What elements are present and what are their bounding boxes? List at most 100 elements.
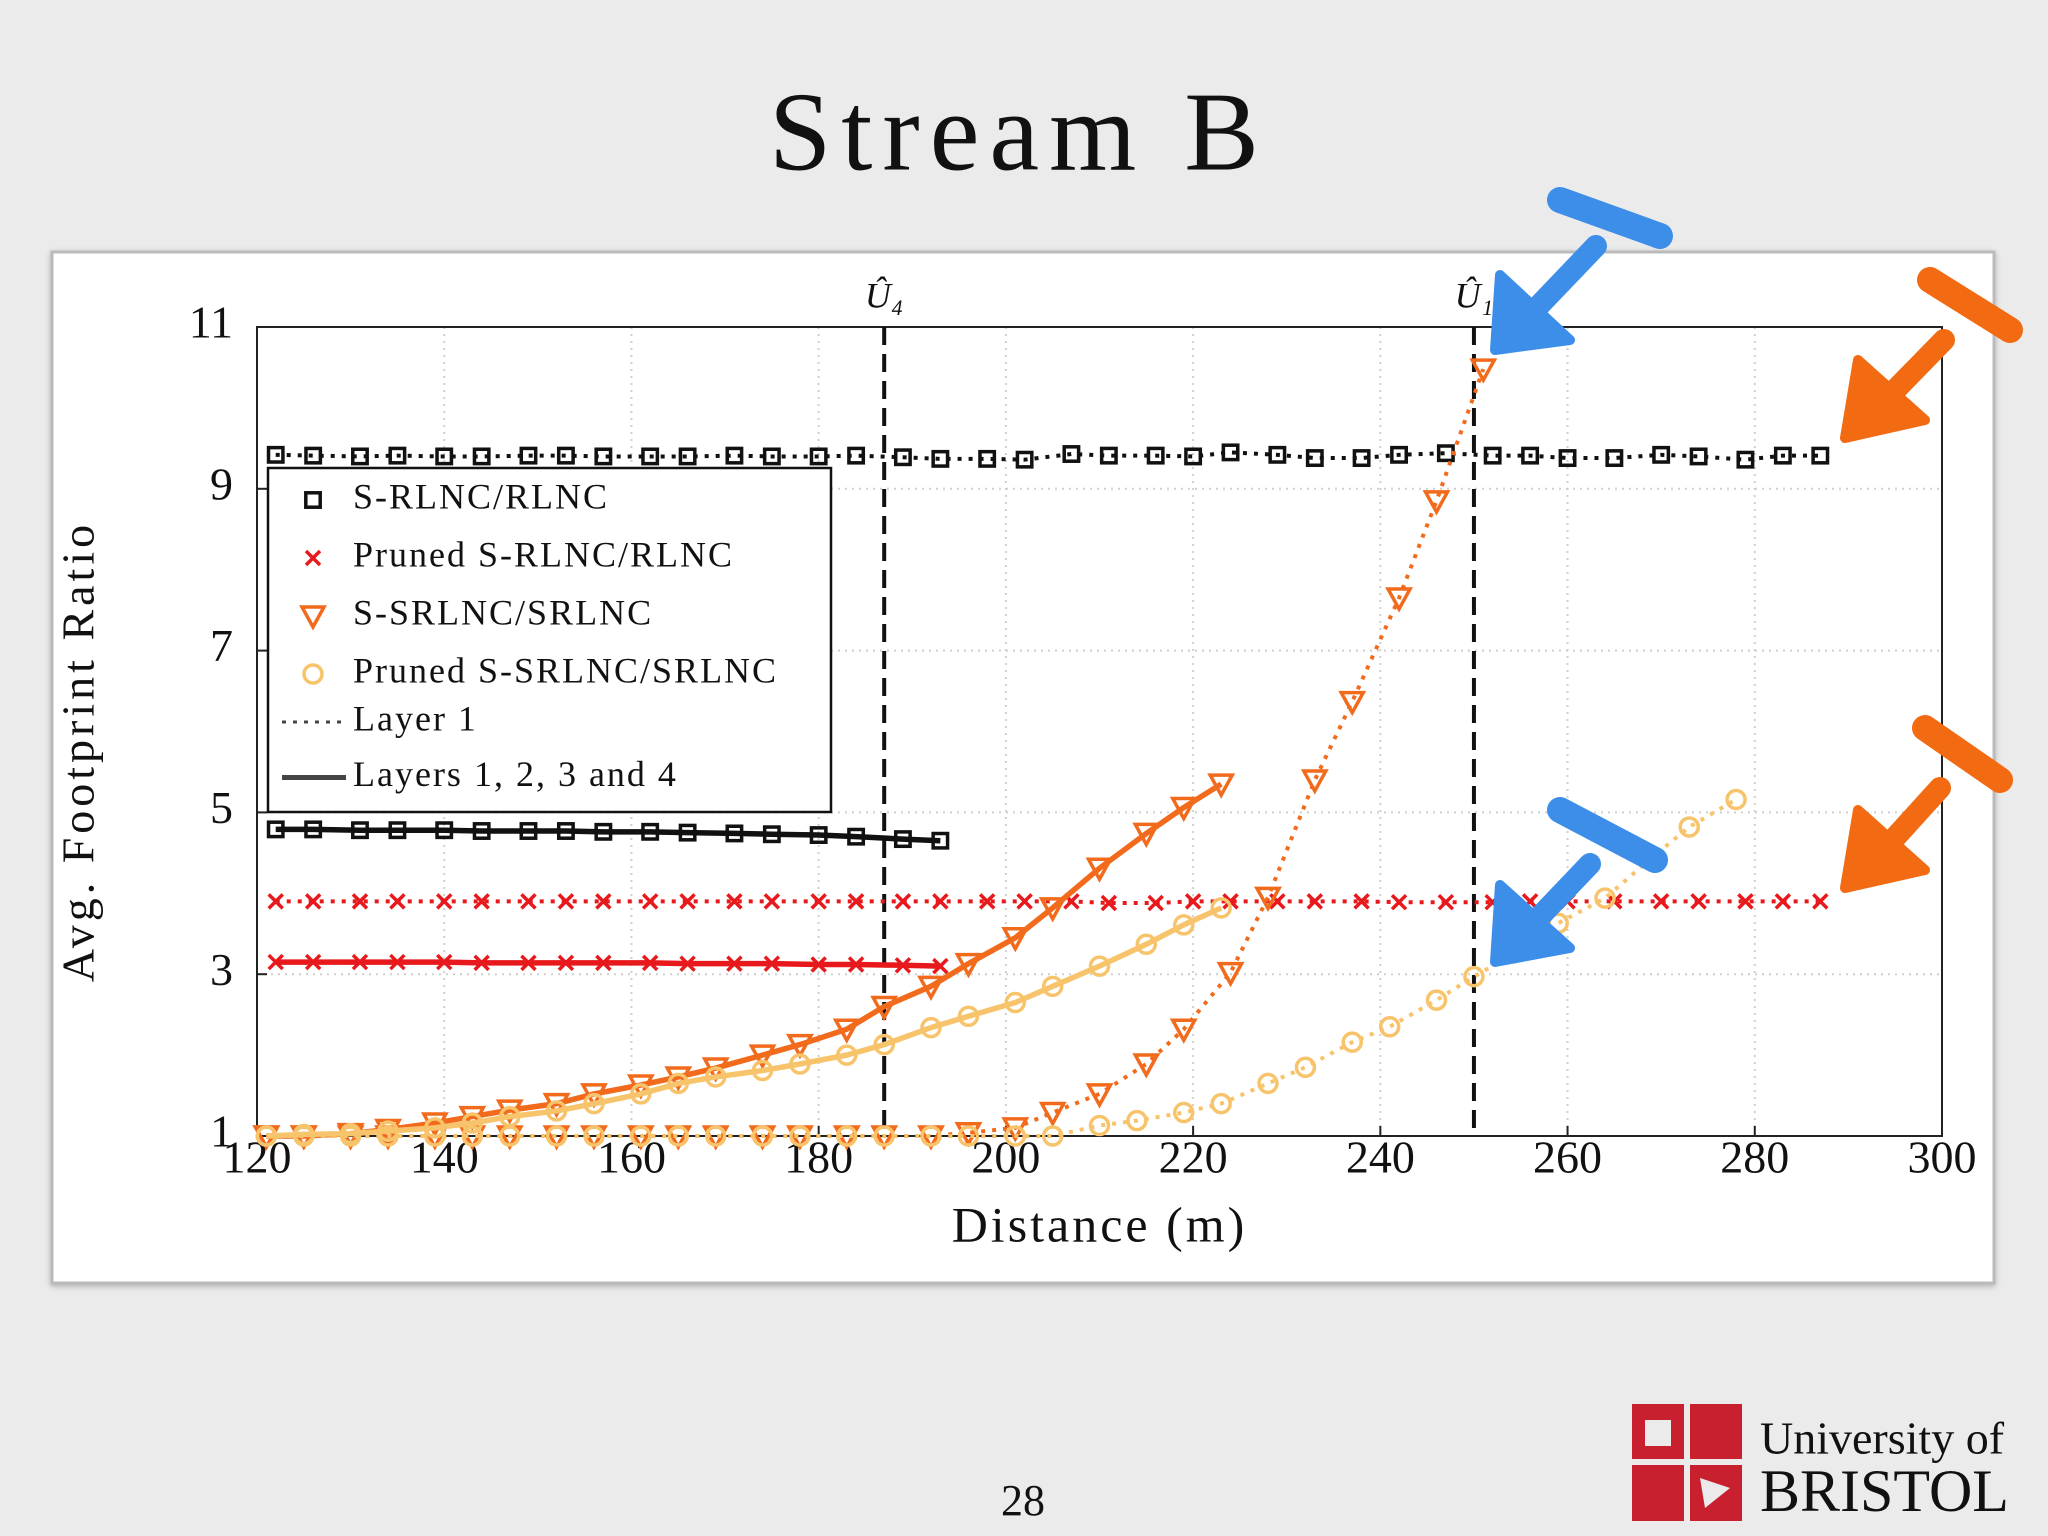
data-point bbox=[641, 954, 659, 972]
data-point bbox=[836, 1044, 858, 1066]
x-tick-label: 300 bbox=[1908, 1132, 1977, 1183]
data-point bbox=[1352, 449, 1371, 468]
data-point bbox=[1004, 1125, 1026, 1147]
data-point bbox=[954, 952, 983, 979]
data-point bbox=[809, 826, 828, 845]
data-point bbox=[1425, 989, 1448, 1011]
legend-label: Layers 1, 2, 3 and 4 bbox=[353, 754, 678, 794]
data-point bbox=[1689, 447, 1708, 466]
plot: 120 140 160 180 200 220 240 260 280 3001357911Dis… bbox=[53, 275, 1977, 1252]
x-tick-label: 220 bbox=[1159, 1132, 1228, 1183]
data-point bbox=[726, 893, 743, 910]
data-point bbox=[1126, 1109, 1148, 1132]
y-tick-label: 1 bbox=[210, 1106, 233, 1157]
data-point bbox=[1774, 893, 1792, 910]
data-point bbox=[1184, 447, 1203, 466]
data-point bbox=[751, 1059, 774, 1082]
data-point bbox=[267, 953, 284, 971]
data-point bbox=[1016, 893, 1033, 910]
data-point bbox=[1041, 1125, 1064, 1147]
series-line bbox=[275, 450, 1821, 462]
data-point bbox=[630, 1083, 652, 1105]
data-point bbox=[1736, 450, 1755, 469]
series-line bbox=[275, 899, 1821, 906]
data-point bbox=[499, 1125, 521, 1147]
x-tick-label: 260 bbox=[1533, 1132, 1602, 1183]
data-point bbox=[763, 893, 781, 910]
data-point bbox=[1041, 975, 1064, 998]
data-point bbox=[847, 956, 865, 973]
data-point bbox=[873, 1125, 895, 1147]
data-point bbox=[304, 446, 323, 465]
data-point bbox=[847, 893, 865, 910]
data-point bbox=[1001, 927, 1030, 953]
x-axis-label: Distance (m) bbox=[952, 1196, 1248, 1252]
blue-arrow bbox=[1490, 797, 1668, 967]
legend-label: Pruned S-SRLNC/SRLNC bbox=[353, 650, 778, 690]
data-point bbox=[1521, 446, 1540, 465]
data-point bbox=[893, 830, 912, 849]
data-point bbox=[1085, 1083, 1114, 1109]
data-point bbox=[667, 1072, 689, 1095]
data-point bbox=[641, 893, 659, 910]
data-point bbox=[641, 822, 660, 841]
data-point bbox=[304, 893, 322, 910]
data-point bbox=[679, 893, 696, 910]
legend-marker bbox=[299, 605, 327, 631]
logo-line2: BRISTOL bbox=[1760, 1458, 2009, 1524]
legend-marker bbox=[304, 549, 322, 567]
data-point bbox=[1306, 893, 1324, 910]
data-point bbox=[932, 957, 949, 975]
data-point bbox=[1678, 816, 1700, 838]
legend-label: S-SRLNC/SRLNC bbox=[353, 592, 653, 632]
data-point bbox=[667, 1125, 689, 1147]
data-point bbox=[1015, 450, 1034, 469]
data-point bbox=[435, 893, 453, 910]
data-point bbox=[473, 954, 490, 972]
y-tick-label: 9 bbox=[210, 458, 233, 509]
data-point bbox=[1216, 961, 1245, 988]
data-point bbox=[1173, 914, 1195, 936]
data-point bbox=[1147, 894, 1164, 912]
data-point bbox=[785, 1033, 814, 1060]
data-point bbox=[1773, 446, 1792, 465]
data-point bbox=[556, 446, 575, 465]
logo-line1: University of bbox=[1760, 1413, 2005, 1464]
data-point bbox=[1100, 894, 1118, 912]
annotation-arrows bbox=[1490, 187, 2023, 967]
data-point bbox=[725, 824, 744, 843]
data-point bbox=[1004, 991, 1026, 1014]
crest-detail bbox=[1645, 1420, 1730, 1508]
data-point bbox=[748, 1044, 777, 1070]
legend-label: S-RLNC/RLNC bbox=[353, 476, 609, 516]
data-point bbox=[1088, 955, 1111, 977]
data-point bbox=[461, 1125, 484, 1147]
data-point bbox=[266, 820, 285, 839]
data-point bbox=[630, 1125, 652, 1147]
data-point bbox=[1221, 443, 1240, 462]
data-point bbox=[293, 1125, 315, 1147]
data-point bbox=[789, 1053, 811, 1075]
data-point bbox=[473, 893, 490, 910]
data-point bbox=[894, 957, 912, 974]
y-tick-label: 3 bbox=[210, 944, 233, 995]
data-point bbox=[832, 1018, 861, 1044]
data-point bbox=[762, 447, 781, 466]
data-point bbox=[435, 953, 453, 971]
data-point bbox=[1305, 449, 1324, 468]
y-tick-label: 5 bbox=[210, 782, 233, 833]
data-point bbox=[641, 447, 660, 466]
data-point bbox=[1390, 445, 1409, 464]
data-point bbox=[931, 449, 950, 468]
orange-arrow bbox=[1840, 267, 2023, 443]
data-point bbox=[519, 822, 538, 840]
data-point bbox=[1210, 1092, 1232, 1115]
data-point bbox=[920, 1016, 942, 1039]
data-point bbox=[389, 953, 406, 971]
data-point bbox=[1605, 449, 1624, 468]
data-point bbox=[1294, 1056, 1317, 1078]
data-point bbox=[583, 1125, 605, 1147]
university-logo: University of BRISTOL bbox=[1632, 1404, 2009, 1524]
data-point bbox=[725, 446, 744, 465]
data-point bbox=[1135, 933, 1158, 956]
